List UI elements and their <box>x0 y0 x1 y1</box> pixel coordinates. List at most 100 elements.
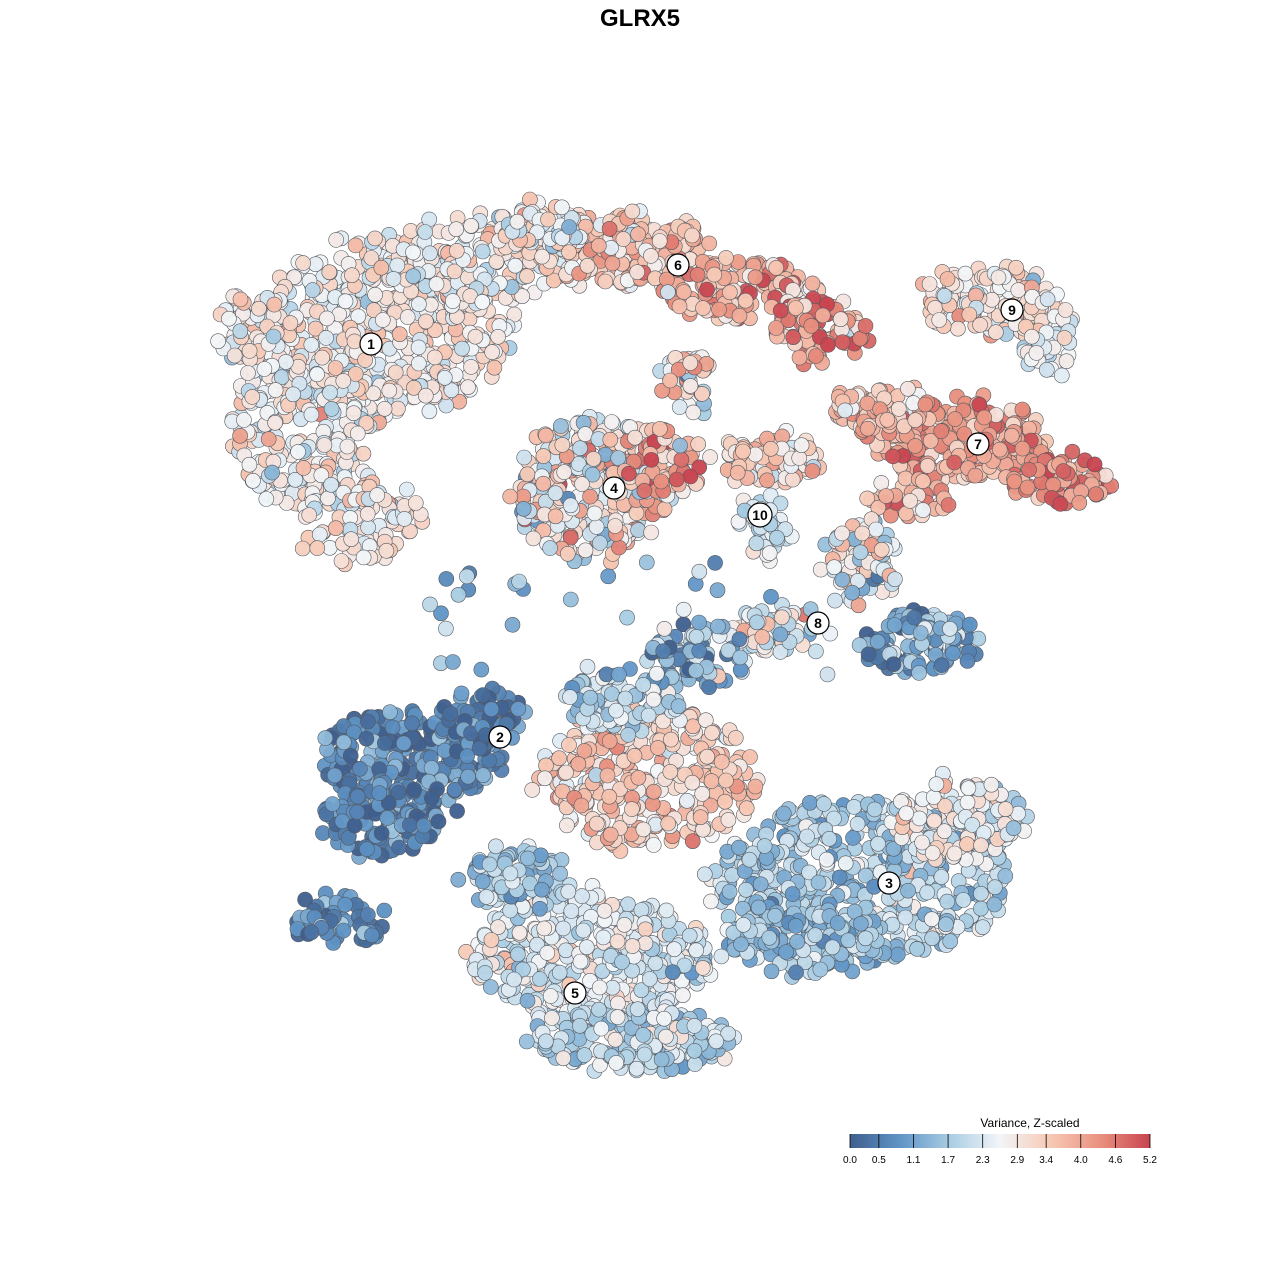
cell-point <box>775 805 792 822</box>
cell-point <box>421 403 438 420</box>
cell-point <box>483 701 500 718</box>
cell-point <box>547 508 564 525</box>
cell-point <box>990 269 1007 286</box>
cell-point <box>837 402 853 419</box>
cell-point <box>610 450 627 466</box>
cell-point <box>656 501 673 517</box>
cell-point <box>582 689 599 706</box>
cell-point <box>335 734 352 751</box>
cell-point <box>390 400 406 417</box>
cell-point <box>603 686 620 702</box>
cell-point <box>343 531 360 548</box>
cell-point <box>869 633 886 650</box>
cell-point <box>973 837 989 854</box>
cell-point <box>879 411 896 428</box>
cell-point <box>586 505 603 522</box>
cell-point <box>768 320 784 336</box>
cell-point <box>627 429 643 446</box>
cell-point <box>911 665 927 681</box>
cell-point <box>1039 291 1056 308</box>
cell-point <box>679 792 695 809</box>
cell-point <box>919 884 936 901</box>
cell-point <box>256 361 273 377</box>
cell-point <box>607 518 623 534</box>
cell-point <box>808 348 824 364</box>
cell-point <box>514 288 531 305</box>
cell-point <box>688 628 705 645</box>
cell-point <box>696 866 713 883</box>
cell-point <box>358 415 375 431</box>
cell-point <box>286 269 303 286</box>
cell-point <box>484 344 500 360</box>
cell-point <box>942 933 959 950</box>
cell-point <box>873 541 890 558</box>
cell-point <box>837 855 854 872</box>
cell-point <box>885 448 901 465</box>
cell-point <box>1028 345 1045 361</box>
cell-point <box>488 253 505 270</box>
cell-point <box>814 307 831 324</box>
cell-point <box>417 313 434 330</box>
cell-point <box>906 609 923 626</box>
cell-point <box>442 705 459 722</box>
cell-point <box>611 666 627 683</box>
cell-point <box>735 916 752 933</box>
cell-point <box>602 826 619 843</box>
cell-point <box>454 340 470 357</box>
cell-point <box>643 452 660 468</box>
cell-point <box>946 454 963 471</box>
cell-point <box>1010 282 1027 298</box>
cell-point <box>909 941 925 957</box>
cell-point <box>1064 443 1081 460</box>
cell-point <box>772 302 789 319</box>
cell-point <box>713 948 730 965</box>
cell-point <box>410 339 427 356</box>
cell-point <box>559 817 575 834</box>
cell-point <box>626 747 643 764</box>
cell-point <box>733 936 749 953</box>
cell-point <box>285 386 301 403</box>
cell-point <box>923 911 940 928</box>
cell-point <box>703 893 719 910</box>
cell-point <box>534 248 550 265</box>
cell-point <box>897 909 914 926</box>
cell-point <box>684 227 700 244</box>
cell-point <box>767 907 783 924</box>
cell-point <box>301 507 318 523</box>
cell-point <box>374 312 391 328</box>
cell-point <box>448 221 465 237</box>
cell-point <box>747 269 764 286</box>
cell-point <box>621 465 637 482</box>
cell-point <box>636 482 653 499</box>
cell-point <box>337 896 353 913</box>
cell-point <box>722 284 738 301</box>
cell-point <box>322 384 338 401</box>
cell-point <box>316 437 333 453</box>
cell-point <box>603 414 620 430</box>
cell-point <box>704 724 720 741</box>
cell-point <box>692 809 709 826</box>
cell-point <box>417 387 434 404</box>
cell-point <box>490 328 506 345</box>
cell-point <box>241 456 258 473</box>
cell-point <box>326 767 343 784</box>
cell-point <box>460 379 476 396</box>
cell-point <box>713 754 730 770</box>
cell-point <box>337 293 354 310</box>
cell-point <box>834 334 851 351</box>
cell-point <box>857 318 874 334</box>
cell-point <box>912 625 929 641</box>
cell-point <box>640 707 657 724</box>
cell-point <box>367 230 383 247</box>
cell-point <box>915 502 931 518</box>
cell-point <box>585 451 602 467</box>
cell-point <box>788 964 804 981</box>
cell-point <box>323 401 340 417</box>
cell-point <box>787 918 804 934</box>
cell-point <box>547 485 564 502</box>
cell-point <box>787 300 804 316</box>
cell-point <box>265 328 282 345</box>
cell-point <box>349 425 366 442</box>
cell-point <box>738 881 754 898</box>
cell-point <box>731 631 748 648</box>
